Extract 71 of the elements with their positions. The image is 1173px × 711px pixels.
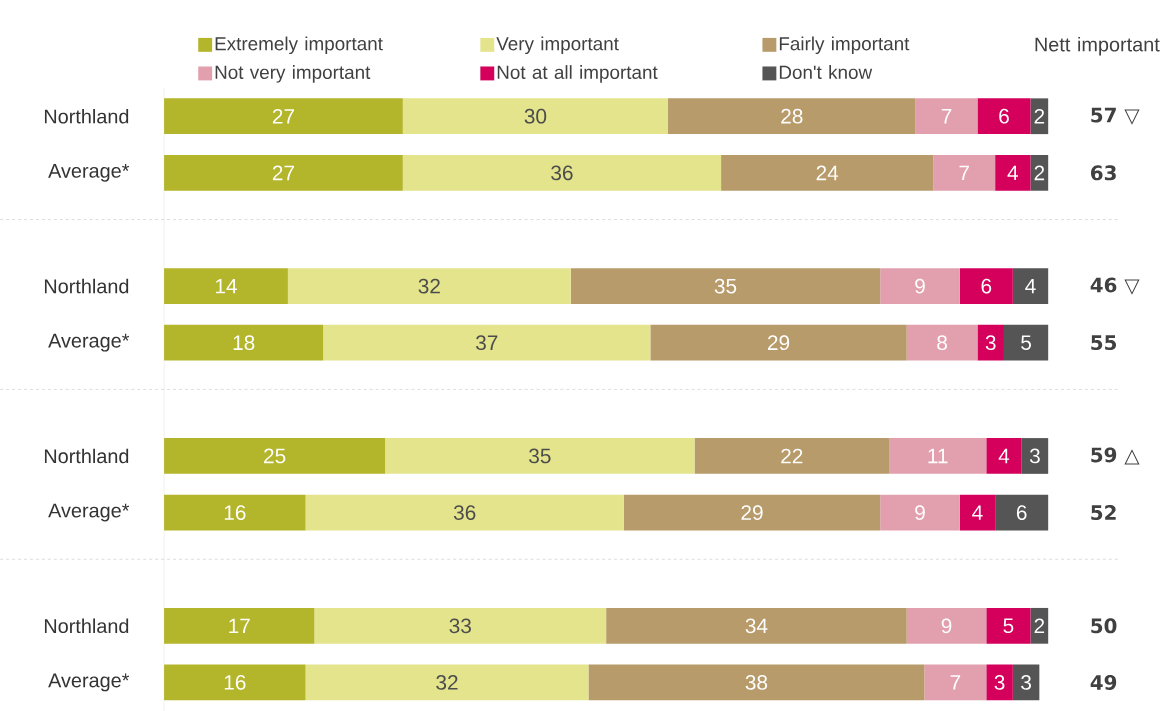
data-label: 34	[745, 618, 768, 634]
data-label: 7	[959, 165, 969, 181]
text: 55	[1091, 335, 1117, 351]
text: 59 △	[1091, 447, 1140, 465]
data-label: 6	[1016, 505, 1027, 520]
data-label: 32	[436, 675, 458, 690]
y-tick-label: Average*	[48, 164, 130, 182]
data-label: 2	[1034, 618, 1045, 634]
text: 57 ▽	[1091, 107, 1140, 125]
y-tick-label: Average*	[48, 673, 130, 692]
data-label: 35	[714, 278, 737, 294]
text: 46 ▽	[1090, 277, 1140, 295]
data-label: 36	[551, 165, 573, 181]
data-label: 30	[524, 108, 547, 124]
data-label: 24	[816, 165, 839, 181]
data-label: 18	[233, 335, 255, 351]
data-label: 7	[941, 109, 952, 124]
data-label: 5	[1021, 335, 1031, 351]
data-label: 16	[224, 505, 246, 520]
legend-label: Not at all important	[497, 65, 658, 83]
legend-label: Extremely important	[215, 36, 383, 55]
data-label: 35	[529, 448, 551, 464]
y-tick-label: Average*	[48, 333, 130, 352]
legend-label: Not very important	[215, 65, 371, 83]
data-label: 5	[1003, 618, 1014, 634]
data-label: 3	[1029, 448, 1040, 464]
data-label: 3	[994, 675, 1005, 690]
data-label: 22	[781, 448, 803, 464]
data-label: 6	[999, 108, 1009, 124]
data-label: 32	[418, 278, 440, 294]
data-label: 28	[781, 108, 803, 124]
data-label: 17	[229, 618, 250, 634]
data-label: 9	[915, 505, 925, 520]
text: 63	[1091, 165, 1116, 181]
legend-label: Fairly important	[779, 36, 910, 55]
data-label: 36	[453, 505, 476, 520]
text: 50	[1091, 618, 1117, 634]
text: 52	[1091, 505, 1116, 521]
data-label: 29	[767, 335, 790, 351]
data-label: 7	[950, 675, 961, 690]
data-label: 9	[915, 278, 925, 294]
legend-label: Don't know	[779, 65, 873, 79]
data-label: 16	[224, 675, 246, 690]
data-label: 6	[981, 278, 992, 294]
data-label: 33	[449, 618, 471, 634]
text: Nett important	[1035, 36, 1160, 56]
data-label: 4	[1007, 165, 1019, 181]
data-label: 14	[215, 278, 237, 294]
y-tick-label: Northland	[44, 448, 129, 464]
data-label: 2	[1034, 165, 1045, 181]
data-label: 11	[928, 448, 948, 464]
data-label: 3	[1021, 675, 1031, 690]
y-tick-label: Average*	[48, 503, 130, 522]
data-label: 38	[745, 675, 768, 690]
text: 49	[1090, 674, 1117, 690]
legend-label: Very important	[496, 36, 619, 55]
y-tick-label: Northland	[44, 108, 129, 124]
data-label: 37	[475, 335, 498, 351]
data-label: 8	[937, 335, 947, 351]
data-label: 2	[1034, 108, 1045, 124]
data-label: 29	[741, 505, 763, 520]
data-label: 27	[272, 108, 294, 124]
data-label: 25	[264, 448, 286, 464]
data-label: 3	[985, 335, 996, 351]
data-label: 27	[272, 165, 294, 181]
data-label: 4	[998, 448, 1010, 464]
y-tick-label: Northland	[44, 278, 129, 294]
data-label: 4	[972, 505, 983, 520]
data-label: 9	[941, 618, 952, 634]
y-tick-label: Northland	[44, 618, 129, 634]
data-label: 4	[1025, 278, 1036, 294]
